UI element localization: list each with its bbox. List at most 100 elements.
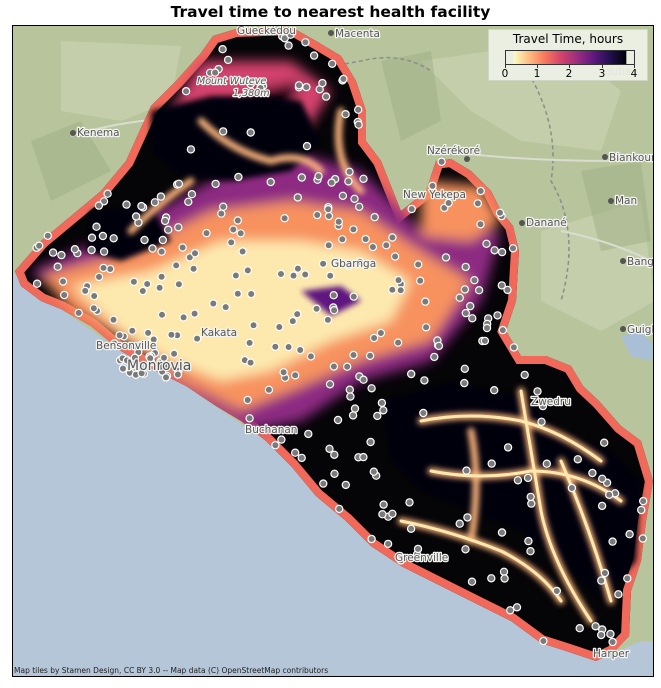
health-facility-marker bbox=[466, 301, 475, 311]
health-facility-marker bbox=[159, 353, 169, 362]
health-facility-marker bbox=[70, 244, 80, 254]
map-panel[interactable]: Gueckédou Macenta Mount Wuteve 1,380m Ke… bbox=[12, 25, 654, 677]
health-facility-marker bbox=[428, 181, 437, 191]
health-facility-marker bbox=[156, 362, 166, 371]
label-bango: Bango bbox=[627, 256, 654, 268]
health-facility-marker bbox=[174, 179, 184, 188]
health-facility-marker bbox=[359, 375, 368, 384]
health-facility-marker bbox=[575, 624, 584, 633]
health-facility-marker bbox=[271, 342, 280, 351]
health-facility-marker bbox=[98, 231, 108, 241]
legend-tick bbox=[569, 65, 570, 68]
legend-tick bbox=[634, 65, 635, 68]
health-facility-marker bbox=[460, 378, 469, 388]
health-facility-marker bbox=[53, 262, 62, 271]
health-facility-marker bbox=[605, 490, 614, 499]
health-facility-marker bbox=[293, 309, 302, 319]
health-facility-marker bbox=[335, 504, 344, 514]
lake-icon bbox=[621, 331, 653, 361]
health-facility-marker bbox=[345, 385, 354, 394]
health-facility-marker bbox=[57, 250, 66, 260]
health-facility-marker bbox=[396, 556, 406, 565]
health-facility-marker bbox=[318, 78, 327, 88]
health-facility-marker bbox=[209, 299, 218, 308]
health-facility-marker bbox=[625, 530, 634, 539]
legend-tick bbox=[505, 65, 506, 68]
health-facility-marker bbox=[608, 637, 617, 647]
health-facility-marker bbox=[349, 350, 358, 360]
health-facility-marker bbox=[174, 223, 183, 232]
legend-tick-label: 0 bbox=[501, 68, 509, 80]
health-facility-marker bbox=[379, 406, 388, 415]
health-facility-marker bbox=[302, 141, 312, 151]
label-gbarnga: Gbarnga bbox=[331, 258, 376, 270]
map-title: Travel time to nearest health facility bbox=[170, 3, 491, 21]
health-facility-marker bbox=[493, 311, 502, 320]
health-facility-marker bbox=[476, 186, 485, 196]
health-facility-marker bbox=[482, 239, 491, 248]
health-facility-marker bbox=[109, 234, 118, 243]
legend-tick bbox=[537, 65, 538, 68]
health-facility-marker bbox=[131, 212, 141, 221]
health-facility-marker bbox=[312, 304, 321, 313]
health-facility-marker bbox=[420, 376, 429, 385]
health-facility-marker bbox=[461, 262, 470, 272]
health-facility-marker bbox=[280, 213, 289, 223]
health-facility-marker bbox=[329, 306, 339, 315]
health-facility-marker bbox=[246, 358, 255, 367]
health-facility-marker bbox=[174, 280, 184, 289]
health-facility-marker bbox=[58, 277, 68, 286]
health-facility-marker bbox=[92, 222, 101, 231]
health-facility-marker bbox=[137, 369, 146, 378]
health-facility-marker bbox=[354, 120, 363, 129]
travel-time-map[interactable]: Gueckédou Macenta Mount Wuteve 1,380m Ke… bbox=[13, 26, 654, 677]
health-facility-marker bbox=[103, 189, 112, 198]
health-facility-marker bbox=[122, 200, 131, 209]
health-facility-marker bbox=[245, 414, 254, 423]
health-facility-marker bbox=[597, 576, 606, 585]
health-facility-marker bbox=[149, 335, 158, 344]
health-facility-marker bbox=[48, 248, 58, 257]
health-facility-marker bbox=[325, 380, 335, 389]
health-facility-marker bbox=[344, 177, 353, 186]
health-facility-marker bbox=[94, 272, 104, 282]
health-facility-marker bbox=[480, 336, 490, 346]
health-facility-marker bbox=[115, 331, 124, 340]
health-facility-marker bbox=[167, 330, 176, 339]
health-facility-marker bbox=[405, 498, 414, 507]
health-facility-marker bbox=[497, 281, 506, 290]
health-facility-marker bbox=[368, 242, 378, 252]
health-facility-marker bbox=[334, 217, 343, 226]
health-facility-marker bbox=[217, 209, 226, 218]
health-facility-marker bbox=[89, 291, 99, 301]
health-facility-marker bbox=[419, 408, 428, 418]
health-facility-marker bbox=[179, 313, 188, 322]
health-facility-marker bbox=[388, 233, 397, 242]
health-facility-marker bbox=[313, 210, 322, 220]
health-facility-marker bbox=[390, 252, 400, 261]
health-facility-marker bbox=[537, 417, 546, 426]
health-facility-marker bbox=[243, 266, 252, 275]
health-facility-marker bbox=[256, 83, 265, 93]
health-facility-marker bbox=[421, 323, 431, 332]
health-facility-marker bbox=[302, 82, 311, 92]
label-guiglo: Guiglo bbox=[627, 324, 654, 336]
label-monrovia: Monrovia bbox=[127, 358, 191, 374]
health-facility-marker bbox=[190, 309, 199, 318]
health-facility-marker bbox=[301, 270, 310, 279]
health-facility-marker bbox=[276, 269, 286, 279]
health-facility-marker bbox=[279, 368, 288, 377]
health-facility-marker bbox=[441, 253, 451, 262]
health-facility-marker bbox=[325, 444, 334, 453]
city-dot-macenta bbox=[328, 30, 334, 36]
health-facility-marker bbox=[461, 545, 470, 554]
health-facility-marker bbox=[490, 386, 499, 395]
health-facility-marker bbox=[190, 248, 200, 258]
health-facility-marker bbox=[43, 231, 53, 240]
health-facility-marker bbox=[218, 202, 228, 211]
health-facility-marker bbox=[437, 157, 446, 166]
health-facility-marker bbox=[286, 30, 295, 39]
health-facility-marker bbox=[350, 404, 360, 413]
label-harper: Harper bbox=[593, 648, 630, 660]
health-facility-marker bbox=[460, 285, 470, 294]
